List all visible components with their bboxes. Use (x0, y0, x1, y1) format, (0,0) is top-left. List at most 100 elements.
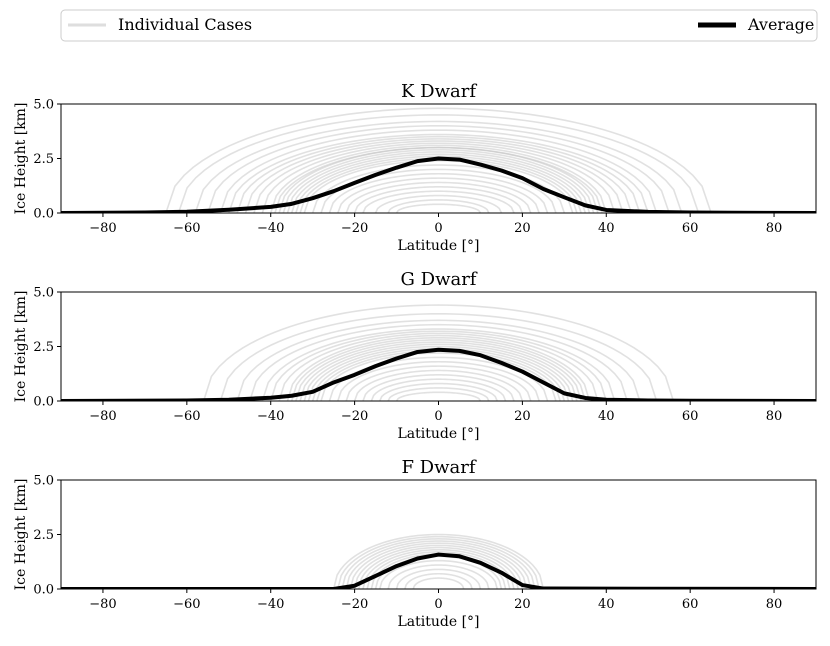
x-tick-label-f-dwarf-0: −80 (89, 597, 116, 612)
legend-individual-label: Individual Cases (118, 15, 252, 34)
individual-case-line-f-dwarf-0 (332, 533, 545, 589)
legend-frame (60, 9, 818, 42)
individual-case-line-k-dwarf-25 (362, 190, 515, 213)
x-tick-label-g-dwarf-5: 20 (514, 409, 531, 424)
individual-case-line-k-dwarf-2 (194, 120, 683, 213)
x-tick-label-k-dwarf-2: −40 (257, 221, 284, 236)
individual-case-line-g-dwarf-8 (290, 336, 587, 401)
individual-case-line-g-dwarf-5 (269, 330, 608, 401)
individual-case-line-k-dwarf-5 (228, 133, 649, 213)
x-tick-label-f-dwarf-8: 80 (766, 597, 783, 612)
plot-area-f-dwarf (61, 533, 816, 589)
individual-case-line-f-dwarf-6 (358, 546, 519, 589)
panels: −80 −60 −40 −20 0 20 40 60 80 0.0 2.5 5.0 K Dwarf Lat… (13, 81, 817, 630)
y-tick-label-f-dwarf-1: 2.5 (33, 528, 54, 543)
x-tick-label-k-dwarf-7: 60 (682, 221, 699, 236)
individual-case-line-k-dwarf-6 (236, 135, 641, 213)
x-tick-label-f-dwarf-6: 40 (598, 597, 615, 612)
individual-case-line-k-dwarf-9 (261, 142, 616, 213)
x-tick-label-g-dwarf-6: 40 (598, 409, 615, 424)
x-tick-label-k-dwarf-3: −20 (341, 221, 368, 236)
panel-f-dwarf: −80 −60 −40 −20 0 20 40 60 80 0.0 2.5 5.0 F Dwarf Lat… (13, 457, 817, 630)
individual-case-line-g-dwarf-6 (278, 332, 599, 401)
y-tick-label-k-dwarf-2: 5.0 (33, 98, 54, 113)
individual-case-line-f-dwarf-12 (387, 564, 490, 589)
y-tick-label-g-dwarf-2: 5.0 (33, 286, 54, 301)
x-tick-label-g-dwarf-8: 80 (766, 409, 783, 424)
individual-case-line-k-dwarf-8 (253, 140, 624, 213)
individual-case-line-k-dwarf-18 (303, 159, 574, 213)
x-tick-label-f-dwarf-3: −20 (341, 597, 368, 612)
y-tick-label-f-dwarf-0: 0.0 (33, 583, 54, 598)
y-tick-label-f-dwarf-2: 5.0 (33, 474, 54, 489)
y-axis-label-k-dwarf: Ice Height [km] (13, 103, 29, 215)
individual-case-line-f-dwarf-3 (345, 540, 532, 589)
y-tick-label-g-dwarf-0: 0.0 (33, 395, 54, 410)
x-axis-label-f-dwarf: Latitude [°] (397, 614, 479, 630)
individual-case-line-k-dwarf-16 (295, 155, 582, 213)
x-tick-label-f-dwarf-1: −60 (173, 597, 200, 612)
panel-title-f-dwarf: F Dwarf (401, 457, 476, 478)
individual-case-line-k-dwarf-11 (274, 146, 603, 213)
x-tick-label-g-dwarf-2: −40 (257, 409, 284, 424)
individual-case-line-g-dwarf-12 (307, 345, 570, 401)
y-tick-label-g-dwarf-1: 2.5 (33, 340, 54, 355)
individual-case-line-g-dwarf-4 (261, 328, 616, 401)
y-tick-label-k-dwarf-1: 2.5 (33, 152, 54, 167)
individual-case-line-k-dwarf-0 (165, 107, 712, 213)
x-tick-label-f-dwarf-7: 60 (682, 597, 699, 612)
individual-case-line-k-dwarf-4 (219, 129, 658, 213)
individual-case-line-g-dwarf-15 (320, 352, 557, 401)
x-tick-label-g-dwarf-1: −60 (173, 409, 200, 424)
x-tick-label-k-dwarf-8: 80 (766, 221, 783, 236)
y-tick-label-k-dwarf-0: 0.0 (33, 207, 54, 222)
x-tick-label-g-dwarf-3: −20 (341, 409, 368, 424)
individual-case-line-k-dwarf-3 (207, 124, 670, 213)
panel-title-k-dwarf: K Dwarf (401, 81, 477, 102)
average-line-f-dwarf (61, 552, 816, 589)
individual-case-line-f-dwarf-15 (412, 577, 465, 589)
legend: Individual Cases Average (60, 9, 818, 42)
individual-case-line-g-dwarf-20 (362, 374, 515, 401)
individual-case-line-g-dwarf-0 (202, 304, 675, 401)
individual-case-line-k-dwarf-24 (353, 186, 524, 213)
x-tick-label-k-dwarf-0: −80 (89, 221, 116, 236)
individual-case-line-k-dwarf-23 (345, 181, 532, 213)
individual-case-line-g-dwarf-10 (299, 341, 578, 401)
plot-area-g-dwarf (61, 304, 816, 401)
individual-case-line-k-dwarf-14 (286, 151, 591, 213)
plot-area-k-dwarf (61, 107, 816, 213)
individual-case-line-f-dwarf-7 (362, 548, 515, 589)
x-tick-label-k-dwarf-1: −60 (173, 221, 200, 236)
individual-case-line-f-dwarf-8 (366, 551, 511, 589)
x-tick-label-g-dwarf-7: 60 (682, 409, 699, 424)
individual-case-line-g-dwarf-7 (286, 334, 591, 401)
individual-case-line-f-dwarf-1 (337, 535, 540, 589)
individual-case-line-g-dwarf-21 (370, 378, 507, 401)
x-tick-label-k-dwarf-5: 20 (514, 221, 531, 236)
individual-case-line-k-dwarf-22 (337, 177, 540, 213)
panel-g-dwarf: −80 −60 −40 −20 0 20 40 60 80 0.0 2.5 5.0 G Dwarf Lat… (13, 269, 817, 442)
individual-case-line-k-dwarf-7 (244, 138, 633, 213)
x-tick-label-g-dwarf-0: −80 (89, 409, 116, 424)
x-tick-label-f-dwarf-4: 0 (434, 597, 442, 612)
x-tick-label-k-dwarf-6: 40 (598, 221, 615, 236)
individual-case-line-k-dwarf-13 (282, 148, 595, 213)
individual-case-line-k-dwarf-28 (395, 203, 482, 213)
x-tick-label-f-dwarf-2: −40 (257, 597, 284, 612)
individual-case-line-k-dwarf-10 (269, 144, 608, 213)
legend-average-label: Average (747, 15, 814, 34)
individual-case-line-g-dwarf-9 (295, 339, 582, 401)
x-axis-label-k-dwarf: Latitude [°] (397, 238, 479, 254)
individual-case-line-g-dwarf-11 (303, 343, 574, 401)
individual-case-line-g-dwarf-2 (236, 319, 641, 401)
individual-case-line-k-dwarf-15 (290, 153, 587, 213)
individual-case-line-f-dwarf-5 (353, 544, 524, 589)
individual-case-line-f-dwarf-13 (395, 568, 482, 589)
individual-case-line-f-dwarf-2 (341, 538, 536, 589)
individual-case-line-k-dwarf-27 (387, 199, 490, 213)
individual-case-line-f-dwarf-4 (349, 542, 528, 589)
individual-case-line-k-dwarf-21 (328, 172, 549, 213)
x-tick-label-f-dwarf-5: 20 (514, 597, 531, 612)
